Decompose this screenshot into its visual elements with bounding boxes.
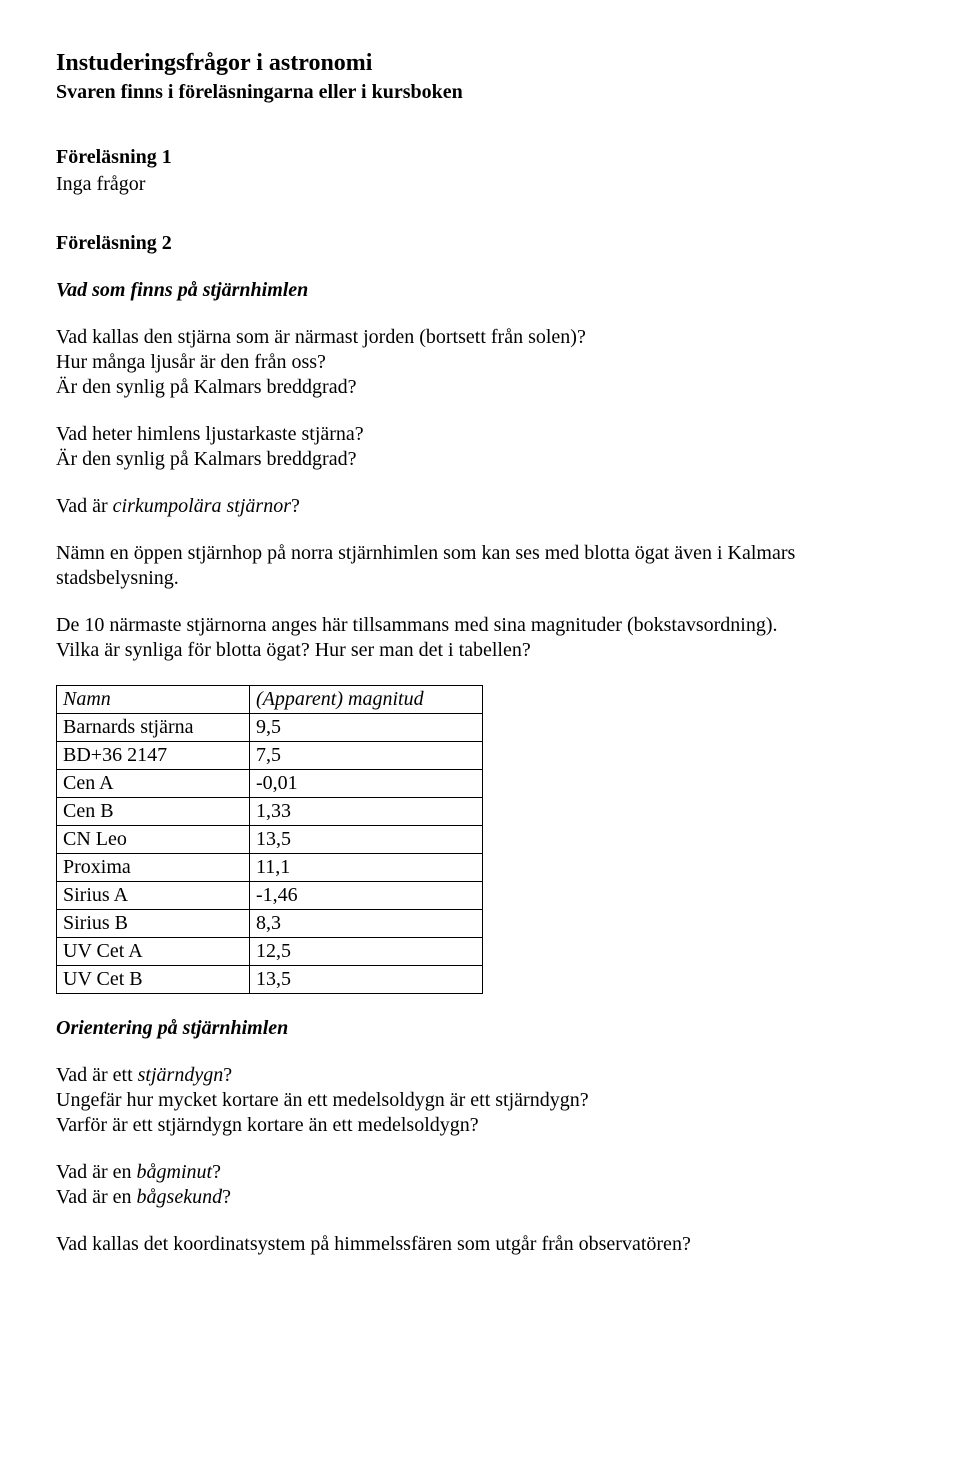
star-name: CN Leo: [57, 826, 250, 854]
question-text: Ungefär hur mycket kortare än ett medels…: [56, 1088, 904, 1113]
star-name: Cen A: [57, 770, 250, 798]
table-row: UV Cet A12,5: [57, 938, 483, 966]
question-text: De 10 närmaste stjärnorna anges här till…: [56, 613, 904, 638]
table-row: Sirius A-1,46: [57, 882, 483, 910]
question-text-pre: Vad är ett: [56, 1064, 138, 1086]
star-mag: 13,5: [250, 966, 483, 994]
spacer: [56, 219, 904, 231]
document-title: Instuderingsfrågor i astronomi: [56, 48, 904, 78]
table-header-name: Namn: [57, 686, 250, 714]
star-name: Cen B: [57, 798, 250, 826]
table-row: Proxima11,1: [57, 854, 483, 882]
question-coordinate-system: Vad kallas det koordinatsystem på himmel…: [56, 1232, 904, 1257]
question-text: Vilka är synliga för blotta ögat? Hur se…: [56, 638, 904, 663]
lecture-1-body: Inga frågor: [56, 172, 904, 197]
question-text-pre: Vad är en: [56, 1186, 137, 1208]
italic-term: bågsekund: [137, 1186, 223, 1208]
question-table-intro: De 10 närmaste stjärnorna anges här till…: [56, 613, 904, 663]
question-text: Hur många ljusår är den från oss?: [56, 350, 904, 375]
table-row: Barnards stjärna9,5: [57, 714, 483, 742]
star-name: Sirius B: [57, 910, 250, 938]
table-header-row: Namn (Apparent) magnitud: [57, 686, 483, 714]
question-text-pre: Vad är en: [56, 1161, 137, 1183]
table-row: CN Leo13,5: [57, 826, 483, 854]
star-mag: 9,5: [250, 714, 483, 742]
lecture-1-heading: Föreläsning 1: [56, 145, 904, 170]
question-text-post: ?: [291, 495, 300, 517]
table-row: Cen B1,33: [57, 798, 483, 826]
table-row: UV Cet B13,5: [57, 966, 483, 994]
table-row: Cen A-0,01: [57, 770, 483, 798]
question-block-2: Vad heter himlens ljustarkaste stjärna? …: [56, 422, 904, 472]
question-text-post: ?: [222, 1186, 231, 1208]
table-header-mag: (Apparent) magnitud: [250, 686, 483, 714]
star-name: UV Cet A: [57, 938, 250, 966]
question-text-pre: Vad är: [56, 495, 113, 517]
star-mag: 8,3: [250, 910, 483, 938]
star-mag: -0,01: [250, 770, 483, 798]
question-text: Är den synlig på Kalmars breddgrad?: [56, 375, 904, 400]
star-mag: -1,46: [250, 882, 483, 910]
lecture-2-heading: Föreläsning 2: [56, 231, 904, 256]
star-name: Proxima: [57, 854, 250, 882]
question-arcminute: Vad är en bågminut?: [56, 1160, 904, 1185]
question-text: Vad heter himlens ljustarkaste stjärna?: [56, 422, 904, 447]
question-text: Är den synlig på Kalmars breddgrad?: [56, 447, 904, 472]
question-text-post: ?: [223, 1064, 232, 1086]
star-name: Barnards stjärna: [57, 714, 250, 742]
lecture-2-topic: Vad som finns på stjärnhimlen: [56, 278, 904, 303]
star-mag: 11,1: [250, 854, 483, 882]
document-subtitle: Svaren finns i föreläsningarna eller i k…: [56, 80, 904, 105]
question-circumpolar: Vad är cirkumpolära stjärnor?: [56, 494, 904, 519]
question-block-1: Vad kallas den stjärna som är närmast jo…: [56, 325, 904, 400]
italic-term: cirkumpolära stjärnor: [113, 495, 291, 517]
star-mag: 1,33: [250, 798, 483, 826]
question-open-cluster: Nämn en öppen stjärnhop på norra stjärnh…: [56, 541, 904, 591]
star-name: UV Cet B: [57, 966, 250, 994]
question-block-arc: Vad är en bågminut? Vad är en bågsekund?: [56, 1160, 904, 1210]
italic-term: stjärndygn: [138, 1064, 224, 1086]
question-text: Vad kallas den stjärna som är närmast jo…: [56, 325, 904, 350]
star-mag: 7,5: [250, 742, 483, 770]
table-row: BD+36 21477,5: [57, 742, 483, 770]
question-arcsecond: Vad är en bågsekund?: [56, 1185, 904, 1210]
star-name: Sirius A: [57, 882, 250, 910]
question-sidereal-day: Vad är ett stjärndygn?: [56, 1063, 904, 1088]
question-block-sidereal: Vad är ett stjärndygn? Ungefär hur mycke…: [56, 1063, 904, 1138]
star-name: BD+36 2147: [57, 742, 250, 770]
question-text: Varför är ett stjärndygn kortare än ett …: [56, 1113, 904, 1138]
star-mag: 13,5: [250, 826, 483, 854]
question-text-post: ?: [212, 1161, 221, 1183]
star-mag: 12,5: [250, 938, 483, 966]
orientation-heading: Orientering på stjärnhimlen: [56, 1016, 904, 1041]
italic-term: bågminut: [137, 1161, 213, 1183]
table-row: Sirius B8,3: [57, 910, 483, 938]
nearest-stars-table: Namn (Apparent) magnitud Barnards stjärn…: [56, 685, 483, 994]
